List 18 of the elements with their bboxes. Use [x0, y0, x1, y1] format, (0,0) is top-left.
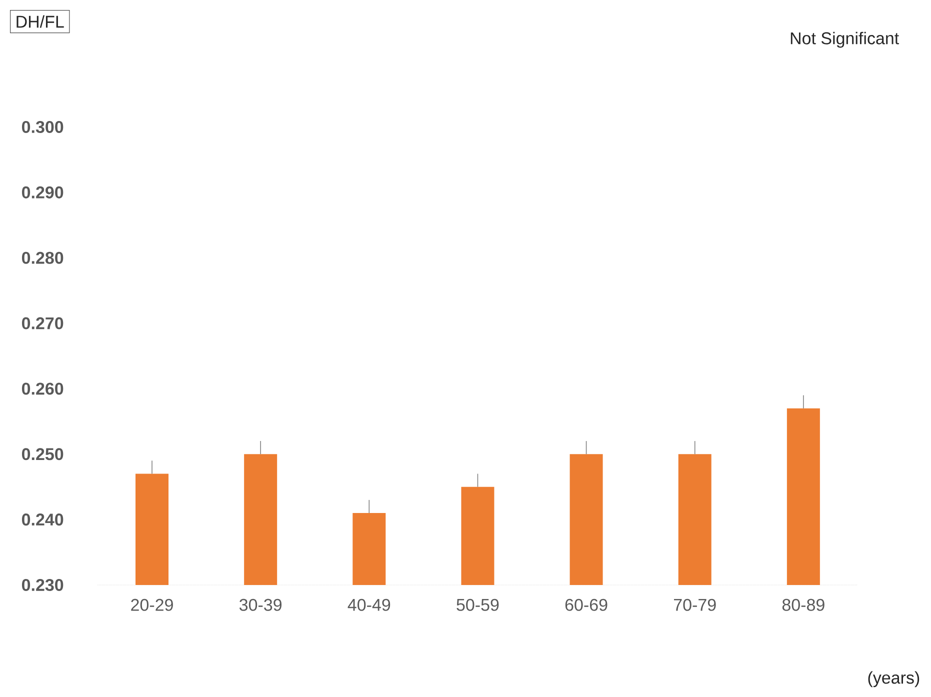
x-tick-label: 60-69: [565, 598, 608, 611]
y-tick-label: 0.270: [22, 317, 64, 330]
x-tick-label: 30-39: [239, 598, 282, 611]
x-tick-label: 20-29: [131, 598, 173, 611]
x-tick-label: 40-49: [348, 598, 390, 611]
y-tick-label: 0.280: [22, 252, 64, 264]
y-tick-label: 0.290: [22, 186, 64, 198]
x-tick-label: 70-79: [674, 598, 716, 611]
y-tick-label: 0.260: [22, 382, 64, 395]
text: Not Significant: [790, 32, 899, 48]
x-tick-label: 50-59: [456, 598, 499, 611]
y-tick-label: 0.240: [22, 514, 64, 526]
text: DH/FL: [16, 15, 64, 28]
y-tick-label: 0.230: [22, 578, 64, 592]
x-tick-label: 80-89: [782, 598, 824, 611]
y-tick-label: 0.250: [22, 448, 64, 460]
x-axis-title: (years): [868, 671, 920, 688]
y-tick-label: 0.300: [22, 120, 64, 134]
